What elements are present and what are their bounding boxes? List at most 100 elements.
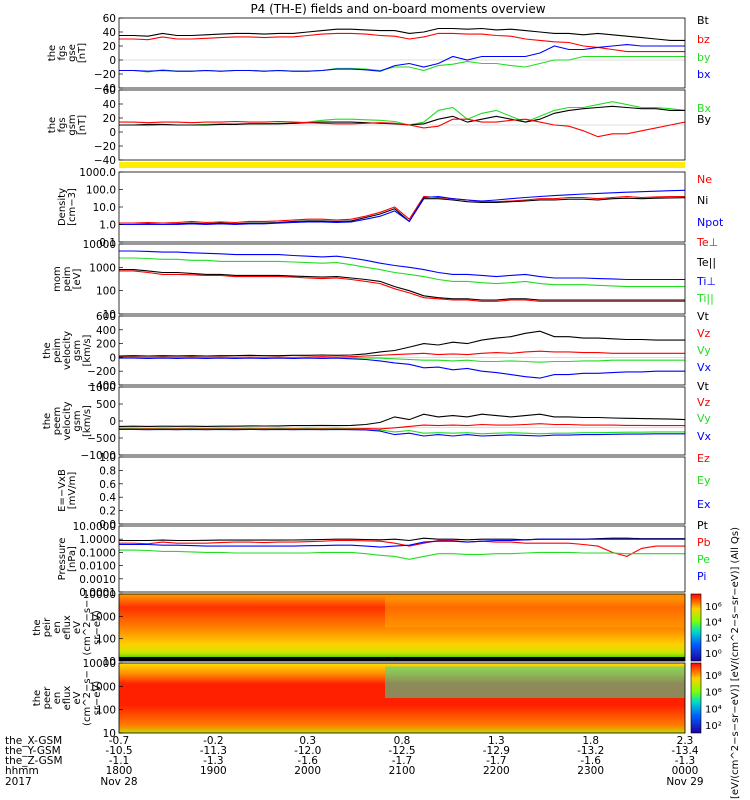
ylabel-fgs_gse-0: the (47, 45, 58, 61)
series-peem_velocity-Vx (119, 428, 685, 437)
legend-fgs_gse-0: Bt (697, 14, 710, 27)
spectrogram-region (385, 666, 685, 698)
tick-efield-0: 1.0 (99, 452, 116, 464)
tick-fgs_gsm-5: −40 (94, 155, 116, 167)
legend-peim_velocity-2: Vy (697, 344, 711, 357)
tick-fgs_gse-0: 60 (103, 13, 116, 25)
xrow-2-val-6: -1.3 (675, 755, 696, 767)
ylabel-peir_spec-1: peir (42, 617, 53, 637)
tick-fgs_gsm-1: 40 (103, 99, 116, 111)
legend-pressure-2: Pe (697, 553, 710, 566)
xrow-3-val-2: 2000 (294, 765, 321, 777)
xrow-0-val-6: 2.3 (677, 735, 694, 747)
tick-temperature-2: 100 (96, 286, 116, 298)
series-peem_velocity-Vz (119, 423, 685, 430)
xrow-name-1: the_Y-GSM (5, 745, 61, 757)
ylabel-fgs_gse-1: fgs (57, 45, 68, 60)
ylabel-peer_spec-5: (cm^2−s− (82, 670, 93, 726)
xrow-0-val-2: 0.3 (299, 735, 316, 747)
legend-peem_velocity-0: Vt (697, 380, 710, 393)
panel-peim_velocity: 600 400 2000 −200 −400 the peim velocity gsm [km/… (42, 310, 712, 392)
series-fgs_gse-bx (119, 44, 685, 72)
legend-density-2: Npot (697, 216, 724, 229)
series-pressure-Pb (119, 539, 685, 557)
ylabel-peir_spec-4: eV (72, 621, 83, 634)
xrow-1-val-2: -12.0 (294, 745, 321, 757)
ylabel-peer_spec-1: peer (42, 686, 53, 710)
ylabel-peim_velocity-2: velocity (62, 331, 73, 370)
panel-peer_spec: 10000 1000 100 10 the peer en eflux eV (cm^2−s− sr… (32, 658, 686, 740)
ylabel-density-0: Density (57, 188, 68, 226)
panel-efield: 1.00.8 0.60.4 0.20.0 E=−VxB [mV/m] Ez Ey Ex (57, 452, 711, 531)
ylabel-peem_velocity-0: the (42, 413, 53, 429)
tick-pressure-4: 0.0010 (79, 574, 116, 586)
ylabel-peim_velocity-0: the (42, 342, 53, 358)
legend-pressure-3: Pi (697, 570, 706, 583)
ylabel-peer_spec-6: sr−eV) (92, 681, 103, 716)
frame-peem_velocity (118, 386, 686, 456)
ylabel-fgs_gsm-1: fgs (57, 117, 68, 132)
series-density-Npot (119, 189, 686, 226)
legend-peim_velocity-0: Vt (697, 310, 710, 323)
legend-density-1: Ni (697, 194, 708, 207)
colorbar-tick-1-0: 10⁸ (705, 671, 722, 682)
legend-peem_velocity-1: Vz (697, 396, 711, 409)
tick-peem_velocity-2: 0 (109, 416, 116, 428)
spectrogram-region (385, 597, 685, 628)
tick-peem_velocity-1: 500 (96, 399, 116, 411)
tick-fgs_gsm-3: 0 (109, 127, 116, 139)
ylabel-fgs_gse-2: gse (67, 44, 78, 62)
ylabel-efield-1: [mV/m] (67, 472, 78, 510)
colorbar-tick-0-0: 10⁶ (705, 602, 722, 613)
ylabel-peir_spec-5: (cm^2−s− (82, 600, 93, 656)
legend-pressure-1: Pb (697, 536, 711, 549)
colorbar-tick-1-2: 10⁴ (705, 704, 722, 715)
series-peim_velocity-Vy (119, 356, 685, 363)
frame-efield (118, 456, 686, 525)
series-pressure-Pi (119, 538, 685, 548)
footer-end-date: Nov 29 (666, 776, 703, 788)
frame-peer_spec (118, 662, 686, 734)
ylabel-peim_velocity-1: peim (52, 338, 63, 363)
tick-pressure-3: 0.0100 (79, 561, 116, 573)
tick-density-2: 10.0 (93, 202, 116, 214)
tick-peim_velocity-5: −400 (87, 380, 116, 392)
frame-temperature (118, 243, 686, 315)
tick-density-4: 0.1 (99, 237, 116, 249)
tick-peim_velocity-2: 200 (96, 339, 116, 351)
ylabel-peem_velocity-4: [km/s] (82, 405, 93, 437)
xrow-3-val-6: 0000 (672, 765, 699, 777)
ylabel-fgs_gse-3: [nT] (77, 43, 88, 63)
tick-fgs_gse-5: −40 (94, 83, 116, 95)
spectrogram-peir_spec (119, 594, 685, 661)
tick-peim_velocity-4: −200 (87, 366, 116, 378)
ylabel-peim_velocity-3: gsm (72, 340, 83, 361)
ylabel-peim_velocity-4: [km/s] (82, 334, 93, 366)
xrow-3-val-3: 2100 (389, 765, 416, 777)
xrow-2-val-3: -1.7 (392, 755, 413, 767)
panel-fgs_gse: 60 40 20 0 −20 −40 the fgs gse [nT] Bt bz by bx (47, 13, 711, 95)
figure-title: P4 (TH-E) fields and on-board moments ov… (250, 2, 545, 16)
series-fgs_gse-Bt (119, 27, 685, 41)
series-density-Ni (119, 197, 686, 226)
legend-temperature-3: Ti|| (696, 292, 714, 305)
xrow-3-val-1: 1900 (200, 765, 227, 777)
xrow-1-val-6: -13.4 (671, 745, 698, 757)
tick-fgs_gsm-2: 20 (103, 113, 116, 125)
ylabel-fgs_gsm-3: [nT] (77, 115, 88, 135)
spectrogram-noise-band (119, 657, 685, 661)
series-temperature-Te|| (119, 269, 685, 301)
panel-density: 1000.0 100.0 10.0 1.0 0.1 Density [cm−3] Ne Ni Np… (57, 167, 724, 249)
series-peem_velocity-Vt (118, 413, 686, 427)
xrow-3-val-5: 2300 (577, 765, 604, 777)
series-temperature-Te⊥ (119, 270, 685, 302)
tick-temperature-3: 10 (103, 309, 116, 321)
colorbar-tick-0-2: 10² (705, 633, 722, 644)
colorbar-tick-0-1: 10⁴ (705, 618, 722, 629)
ylabel-peer_spec-0: the (32, 690, 43, 706)
xrow-1-val-0: -10.5 (105, 745, 132, 757)
series-temperature-Ti|| (119, 257, 685, 288)
frame-density (118, 171, 686, 243)
